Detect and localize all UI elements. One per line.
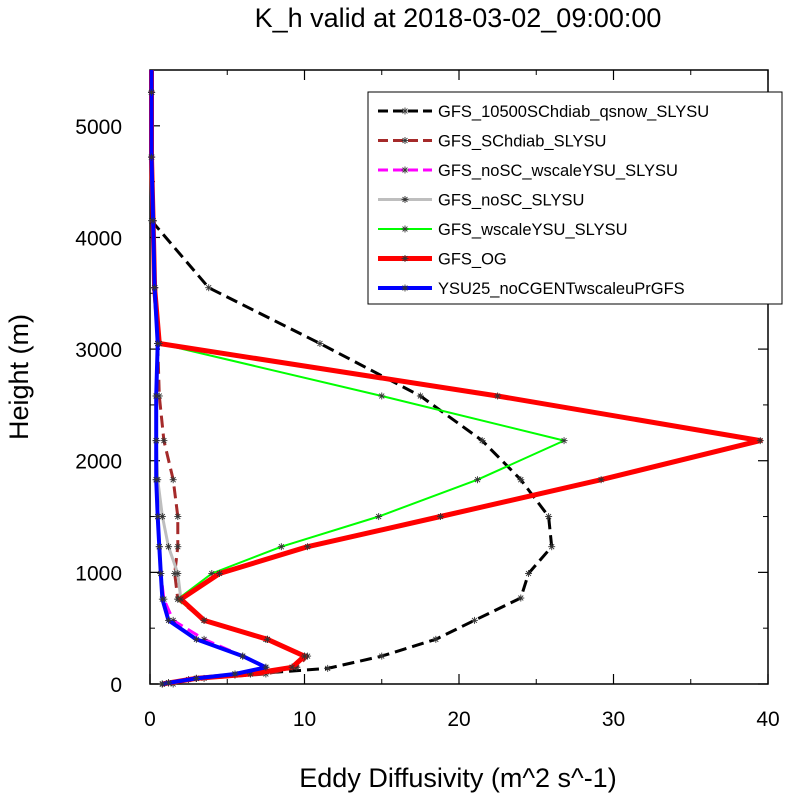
y-tick-label: 0 bbox=[110, 674, 122, 697]
data-point bbox=[165, 543, 173, 551]
legend-marker bbox=[401, 166, 409, 174]
data-point bbox=[277, 543, 285, 551]
data-point bbox=[158, 680, 166, 688]
series-line bbox=[150, 70, 268, 686]
legend-label: YSU25_noCGENTwscaleuPrGFS bbox=[438, 280, 685, 298]
data-point bbox=[200, 616, 208, 624]
data-point bbox=[149, 217, 157, 225]
series-gfs-nosc-slysu bbox=[148, 70, 308, 688]
legend-marker bbox=[401, 284, 409, 292]
data-point bbox=[478, 437, 486, 445]
data-point bbox=[205, 284, 213, 292]
legend-marker bbox=[401, 255, 409, 262]
data-point bbox=[263, 635, 271, 643]
data-point bbox=[301, 652, 308, 660]
data-point bbox=[239, 652, 247, 660]
data-point bbox=[470, 616, 478, 624]
x-tick-label: 20 bbox=[447, 708, 470, 731]
legend-marker bbox=[401, 107, 409, 115]
data-point bbox=[231, 670, 239, 678]
data-point bbox=[375, 513, 383, 521]
data-point bbox=[177, 595, 185, 603]
data-point bbox=[165, 616, 173, 624]
data-point bbox=[560, 437, 568, 445]
data-point bbox=[288, 663, 296, 671]
data-point bbox=[152, 476, 160, 484]
data-point bbox=[152, 437, 160, 445]
data-point bbox=[160, 437, 168, 445]
data-point bbox=[316, 340, 324, 348]
data-point bbox=[525, 569, 533, 577]
data-point bbox=[436, 513, 444, 521]
data-point bbox=[494, 392, 502, 400]
data-point bbox=[216, 569, 224, 577]
data-point bbox=[151, 284, 159, 292]
series-gfs-nosc-wscaleysu-slysu bbox=[148, 70, 270, 688]
data-point bbox=[174, 543, 182, 551]
data-point bbox=[154, 513, 162, 521]
legend-label: GFS_10500SChdiab_qsnow_SLYSU bbox=[438, 103, 709, 121]
x-tick-label: 30 bbox=[602, 708, 625, 731]
data-point bbox=[148, 88, 156, 96]
chart-title: K_h valid at 2018-03-02_09:00:00 bbox=[255, 3, 662, 33]
data-point bbox=[432, 635, 440, 643]
series-line bbox=[149, 70, 268, 686]
data-point bbox=[548, 543, 556, 551]
data-point bbox=[174, 569, 182, 577]
tick-marks: 0 10 20 30 40 0 1000 2000 3000 4000 5000 bbox=[75, 70, 780, 731]
legend-label: GFS_noSC_SLYSU bbox=[438, 192, 584, 210]
data-point bbox=[154, 340, 162, 348]
data-point bbox=[517, 594, 525, 602]
data-point bbox=[152, 392, 160, 400]
data-point bbox=[155, 543, 163, 551]
x-axis-label: Eddy Diffusivity (m^2 s^-1) bbox=[299, 763, 616, 793]
data-point bbox=[158, 595, 166, 603]
data-point bbox=[165, 679, 173, 687]
y-axis-label: Height (m) bbox=[4, 314, 34, 440]
legend-label: GFS_wscaleYSU_SLYSU bbox=[438, 221, 628, 239]
data-point bbox=[304, 543, 312, 551]
x-tick-label: 40 bbox=[756, 708, 779, 731]
legend-box bbox=[367, 91, 783, 305]
series-gfs-schdiab-slysu bbox=[148, 70, 312, 688]
x-tick-label: 0 bbox=[144, 708, 156, 731]
data-point bbox=[756, 437, 764, 445]
legend-marker bbox=[401, 225, 409, 233]
legend-label: GFS_OG bbox=[438, 251, 507, 269]
y-tick-label: 4000 bbox=[75, 227, 122, 250]
data-point bbox=[169, 476, 177, 484]
legend-marker bbox=[401, 196, 409, 203]
series-ysu25-nocgentwscaleuprgfs bbox=[148, 70, 270, 688]
legend-label: GFS_SChdiab_SLYSU bbox=[438, 133, 606, 151]
data-point bbox=[324, 664, 332, 672]
y-tick-label: 2000 bbox=[75, 451, 122, 474]
series-group bbox=[148, 70, 764, 688]
data-point bbox=[545, 513, 553, 521]
y-tick-label: 1000 bbox=[75, 562, 122, 585]
data-point bbox=[157, 569, 165, 577]
legend: GFS_10500SChdiab_qsnow_SLYSU GFS_SChdiab_… bbox=[367, 91, 783, 305]
data-point bbox=[517, 476, 525, 484]
data-point bbox=[148, 153, 156, 161]
data-point bbox=[174, 513, 182, 521]
data-point bbox=[474, 476, 482, 484]
y-tick-label: 3000 bbox=[75, 339, 122, 362]
legend-marker bbox=[401, 137, 409, 144]
x-tick-label: 10 bbox=[293, 708, 316, 731]
data-point bbox=[416, 392, 424, 400]
data-point bbox=[192, 674, 200, 682]
series-line bbox=[150, 70, 306, 686]
data-point bbox=[378, 652, 386, 660]
data-point bbox=[378, 392, 386, 400]
series-line bbox=[150, 70, 310, 686]
data-point bbox=[192, 635, 200, 643]
data-point bbox=[597, 476, 605, 484]
y-tick-label: 5000 bbox=[75, 116, 122, 139]
data-point bbox=[262, 663, 270, 671]
legend-label: GFS_noSC_wscaleYSU_SLYSU bbox=[438, 162, 678, 180]
